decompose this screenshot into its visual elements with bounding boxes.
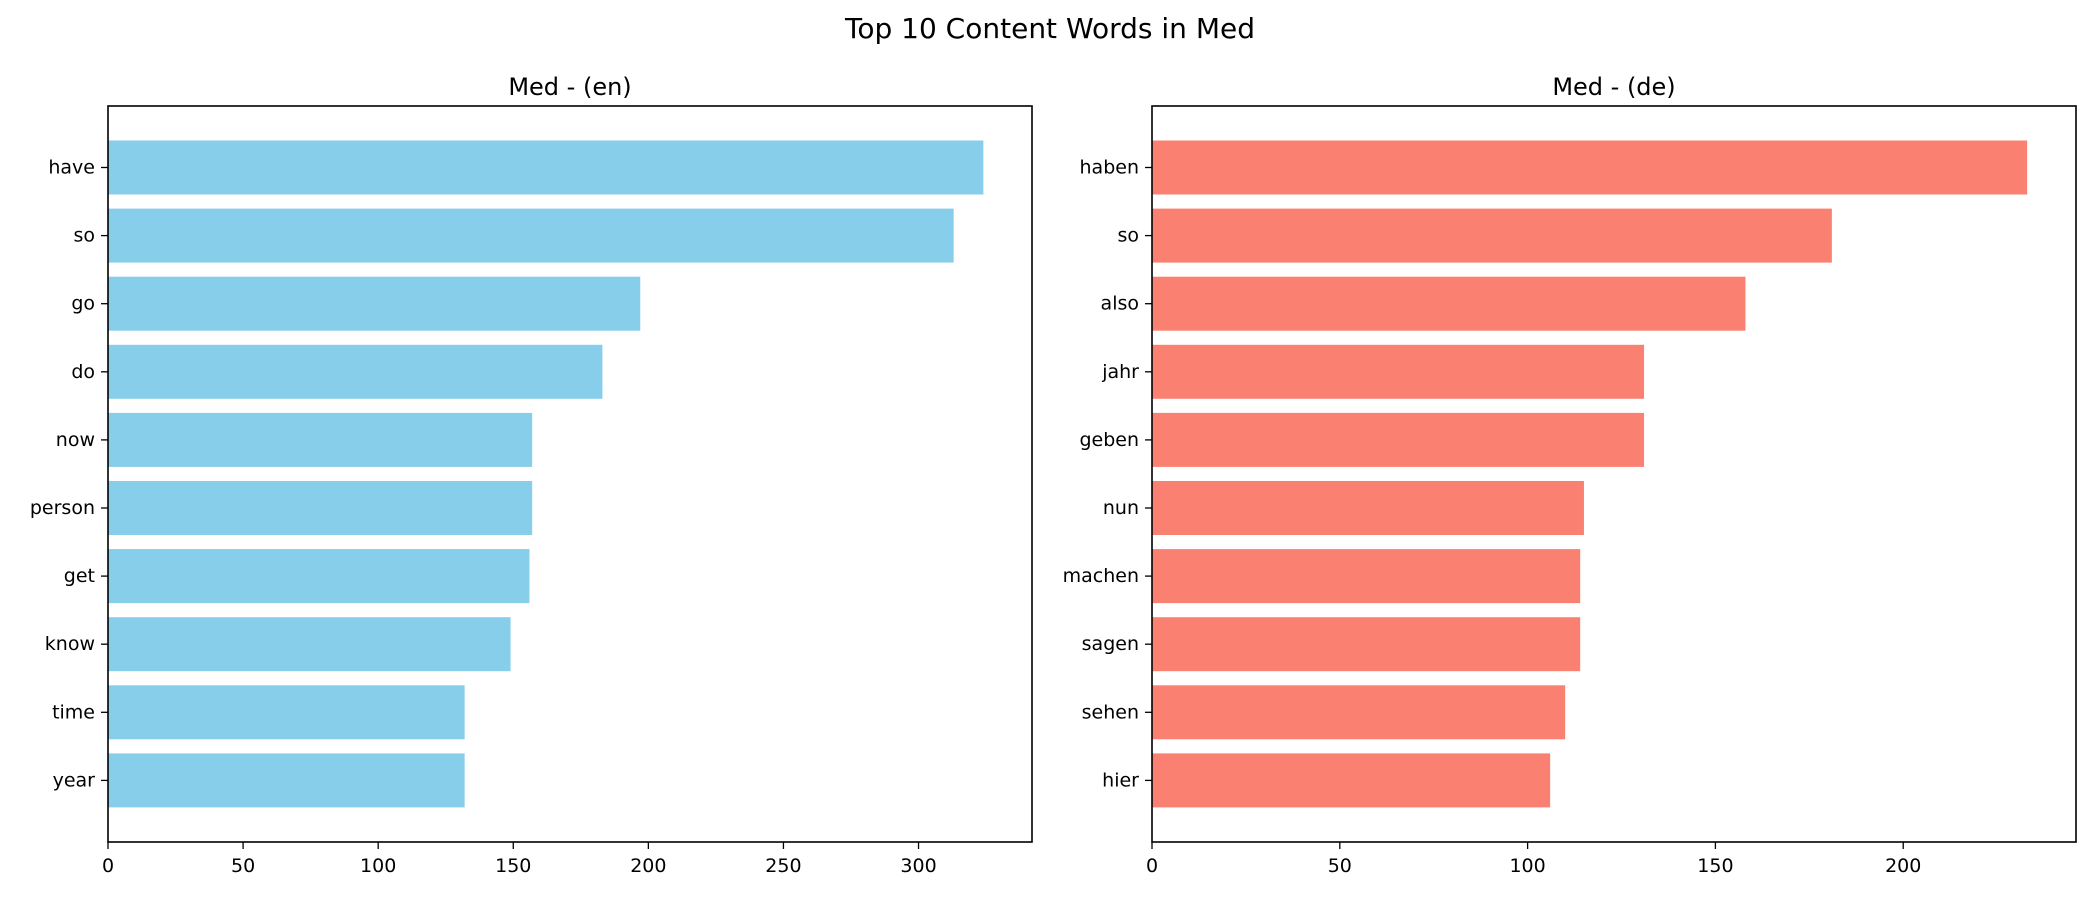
x-tick-label: 50 <box>231 855 255 877</box>
bar <box>108 753 465 808</box>
bar <box>1152 753 1551 808</box>
x-tick-label: 100 <box>360 855 396 877</box>
bar <box>108 481 533 535</box>
bar <box>1152 549 1581 604</box>
y-tick-label: so <box>73 225 95 247</box>
y-tick-label: time <box>52 701 95 723</box>
bar <box>108 549 530 604</box>
bar <box>1152 412 1645 467</box>
x-tick-label: 50 <box>1328 855 1352 877</box>
axes-frame <box>1151 105 2077 843</box>
chart-panel-1: Med - (en) have so go do now person get know time… <box>30 73 1033 877</box>
bar <box>1152 344 1645 399</box>
bar <box>1152 140 2028 195</box>
bar <box>1152 208 1832 263</box>
bar <box>1152 685 1566 740</box>
x-tick-label: 300 <box>900 855 936 877</box>
figure-title: Top 10 Content Words in Med <box>844 12 1255 45</box>
y-tick-label: also <box>1101 293 1139 315</box>
x-tick-label: 100 <box>1509 855 1545 877</box>
bar <box>1152 276 1746 331</box>
y-tick-label: nun <box>1103 497 1139 519</box>
bar <box>108 208 954 263</box>
chart-panel-2: Med - (de) haben so also jahr geben nun machen s… <box>1063 73 2077 877</box>
panel-title: Med - (en) <box>508 73 631 101</box>
y-tick-label: go <box>71 293 95 315</box>
y-tick-label: get <box>64 565 95 587</box>
y-tick-label: sehen <box>1082 701 1139 723</box>
bar <box>108 140 984 195</box>
bar <box>108 276 641 331</box>
x-tick-label: 250 <box>765 855 801 877</box>
x-tick-label: 150 <box>495 855 531 877</box>
bar <box>1152 617 1581 672</box>
x-tick-label: 0 <box>102 855 114 877</box>
x-tick-label: 0 <box>1146 855 1158 877</box>
y-tick-label: machen <box>1063 565 1139 587</box>
bar <box>108 685 465 740</box>
x-tick-label: 200 <box>1885 855 1921 877</box>
axes-frame <box>107 105 1033 843</box>
y-tick-label: haben <box>1080 157 1139 179</box>
y-tick-label: now <box>56 429 95 451</box>
y-tick-label: have <box>48 157 95 179</box>
y-tick-label: geben <box>1079 429 1139 451</box>
bar <box>108 344 603 399</box>
x-tick-label: 150 <box>1697 855 1733 877</box>
y-tick-label: know <box>45 633 95 655</box>
x-tick-label: 200 <box>630 855 666 877</box>
y-tick-label: hier <box>1102 769 1139 791</box>
y-tick-label: jahr <box>1101 361 1139 383</box>
y-tick-label: sagen <box>1082 633 1139 655</box>
panel-title: Med - (de) <box>1552 73 1675 101</box>
y-tick-label: year <box>53 769 96 791</box>
bar <box>1152 481 1584 535</box>
y-tick-label: do <box>71 361 95 383</box>
bar <box>108 412 533 467</box>
y-tick-label: so <box>1117 225 1139 247</box>
chart-panels: Med - (en) have so go do now person get know time… <box>30 73 2077 877</box>
bar <box>108 617 511 672</box>
y-tick-label: person <box>30 497 95 519</box>
